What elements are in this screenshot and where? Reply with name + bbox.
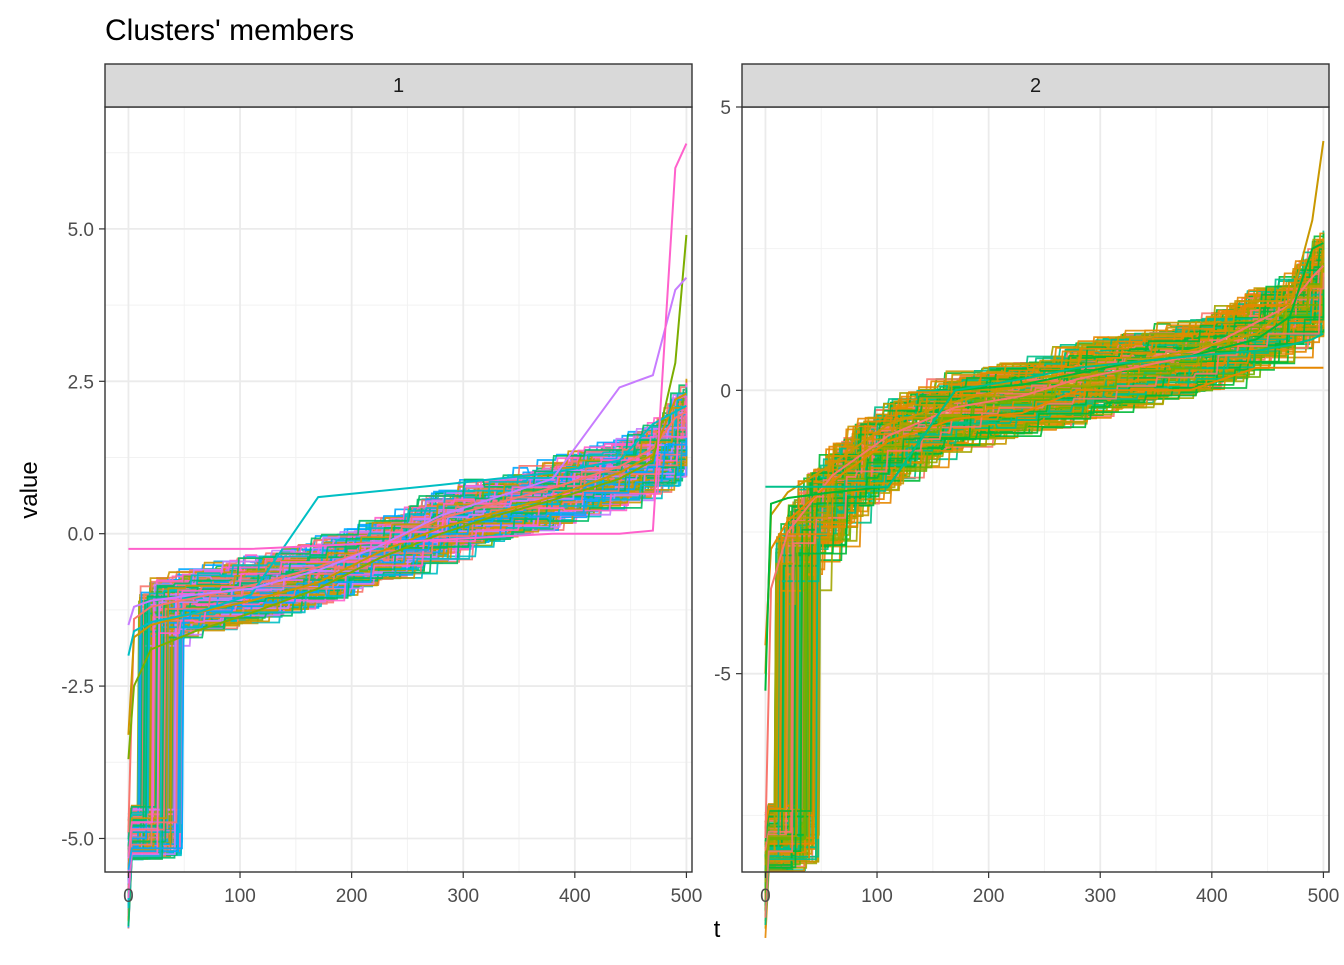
x-tick-label: 200 — [336, 886, 368, 907]
y-axis-title: value — [16, 461, 43, 518]
member-line — [127, 395, 688, 859]
y-tick-label: -2.5 — [61, 677, 94, 698]
x-tick-label: 0 — [123, 886, 134, 907]
facet-panel-2: 2 0 100 200 300 400 500 -5 0 5 — [714, 63, 1339, 938]
member-line — [764, 299, 1325, 883]
x-tick-label: 300 — [1084, 886, 1116, 907]
x-tick-label: 0 — [760, 886, 771, 907]
y-tick-label: 0 — [720, 381, 731, 402]
y-axis-ticks: -5.0 -2.5 0.0 2.5 5.0 — [61, 220, 105, 850]
panel-lines — [764, 140, 1325, 938]
member-line — [764, 237, 1325, 823]
x-tick-label: 300 — [447, 886, 479, 907]
y-axis-ticks: -5 0 5 — [714, 98, 742, 686]
member-line — [764, 235, 1325, 843]
series-line — [127, 392, 687, 735]
series-line — [127, 277, 688, 626]
x-tick-label: 400 — [1196, 886, 1228, 907]
panel-lines — [127, 143, 688, 929]
member-line — [764, 239, 1325, 830]
y-tick-label: 5 — [720, 98, 731, 119]
series-line — [764, 366, 1324, 646]
chart-title: Clusters' members — [105, 14, 354, 47]
x-axis-ticks: 0 100 200 300 400 500 — [123, 872, 702, 907]
x-tick-label: 100 — [224, 886, 256, 907]
series-line — [765, 332, 1324, 488]
member-line — [764, 272, 1325, 918]
x-axis-title: t — [714, 916, 721, 943]
y-tick-label: 2.5 — [68, 372, 94, 393]
series-line — [764, 264, 1325, 839]
x-tick-label: 200 — [973, 886, 1005, 907]
member-line — [764, 287, 1325, 879]
member-line — [764, 277, 1325, 906]
strip-label-2: 2 — [1030, 75, 1041, 97]
series-line — [127, 410, 687, 833]
y-tick-label: -5 — [714, 665, 731, 686]
member-line — [127, 440, 688, 909]
facet-panel-1: 1 0 100 200 300 400 500 -5.0 -2.5 0.0 2.5 5.0 — [61, 63, 702, 929]
panel-gridlines — [742, 106, 1329, 872]
strip-label-1: 1 — [393, 75, 404, 97]
y-tick-label: -5.0 — [61, 829, 94, 850]
series-line — [764, 242, 1324, 691]
member-line — [127, 389, 688, 828]
x-axis-ticks: 0 100 200 300 400 500 — [760, 872, 1339, 907]
y-tick-label: 0.0 — [68, 525, 94, 546]
member-line — [764, 238, 1325, 829]
x-tick-label: 500 — [1308, 886, 1340, 907]
member-line — [127, 434, 688, 899]
strip-background — [104, 63, 693, 108]
x-tick-label: 100 — [861, 886, 893, 907]
series-line — [127, 234, 688, 760]
y-tick-label: 5.0 — [68, 220, 94, 241]
x-tick-label: 500 — [671, 886, 703, 907]
member-line — [127, 408, 688, 869]
strip-background — [741, 63, 1330, 108]
member-line — [764, 250, 1325, 837]
series-line — [128, 143, 688, 550]
series-line — [127, 404, 687, 656]
x-tick-label: 400 — [559, 886, 591, 907]
